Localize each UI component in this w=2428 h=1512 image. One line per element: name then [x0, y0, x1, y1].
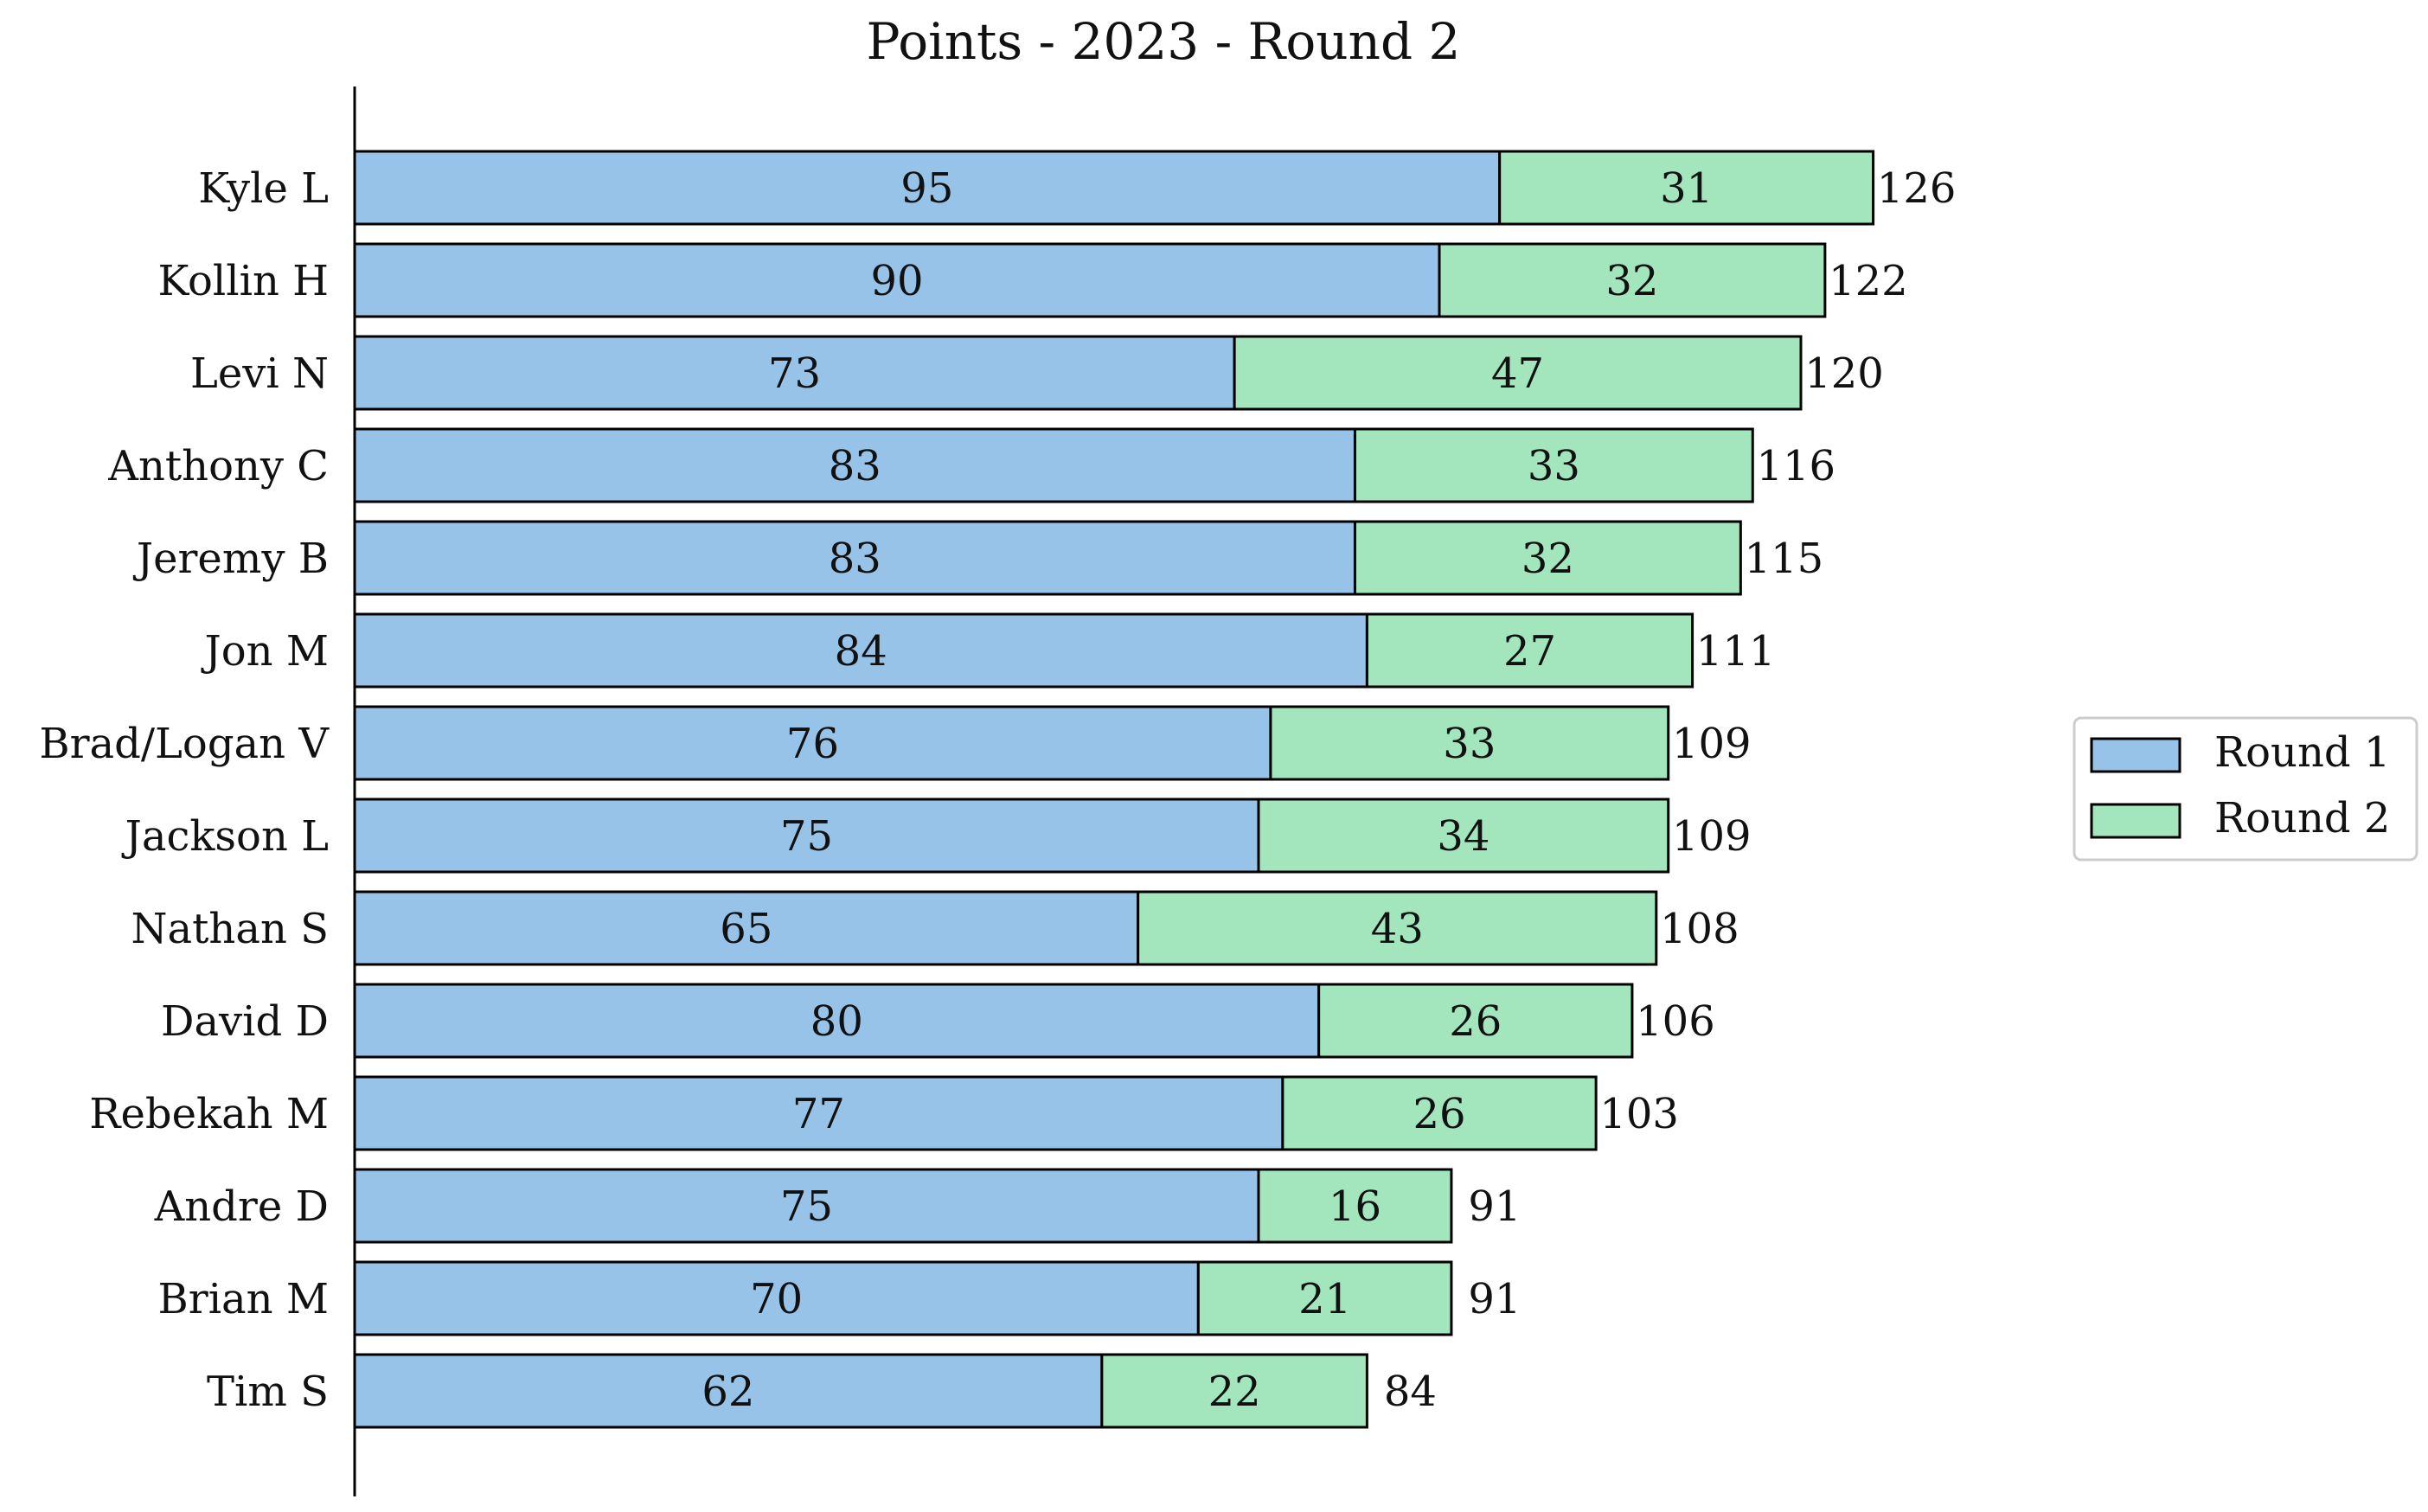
bar-value-label: 27: [1503, 627, 1556, 676]
bar-segment-round-2: [1269, 705, 1670, 781]
bar-value-label: 32: [1522, 535, 1574, 583]
bar-total-label: 91: [1468, 1275, 1521, 1323]
bar-value-label: 65: [720, 905, 772, 953]
chart-title: Points - 2023 - Round 2: [867, 12, 1461, 71]
bar-segment-round-2: [1317, 983, 1634, 1059]
bar-total-label: 115: [1745, 535, 1824, 583]
bar-value-label: 26: [1449, 997, 1502, 1046]
bar-value-label: 32: [1605, 257, 1658, 305]
bar-total-label: 108: [1660, 905, 1739, 953]
bar-segment-round-2: [1257, 798, 1670, 874]
legend-swatch-round-2: [2090, 803, 2181, 839]
bar-segment-round-1: [353, 1168, 1260, 1244]
bar-value-label: 80: [810, 997, 863, 1046]
bar-total-label: 111: [1696, 627, 1776, 676]
category-label: Brian M: [157, 1275, 329, 1323]
bar-total-label: 126: [1877, 164, 1957, 213]
bar-value-label: 83: [829, 535, 881, 583]
bar-value-label: 62: [701, 1368, 754, 1416]
bar-segment-round-2: [1353, 520, 1742, 596]
bar-segment-round-2: [1281, 1075, 1598, 1151]
bar-total-label: 106: [1636, 997, 1715, 1046]
bar-segment-round-2: [1233, 335, 1803, 411]
bar-total-label: 122: [1829, 257, 1908, 305]
bar-total-label: 84: [1384, 1368, 1437, 1416]
category-label: Kollin H: [157, 257, 329, 305]
bar-value-label: 75: [780, 812, 833, 861]
category-label: Tim S: [207, 1368, 329, 1416]
bar-total-label: 109: [1672, 720, 1752, 768]
category-label: Rebekah M: [89, 1090, 329, 1138]
bar-segment-round-2: [1365, 612, 1694, 689]
bar-value-label: 73: [768, 349, 821, 398]
bar-segment-round-1: [353, 427, 1356, 503]
bar-value-label: 33: [1528, 442, 1580, 490]
bar-value-label: 26: [1413, 1090, 1465, 1138]
bar-total-label: 120: [1804, 349, 1884, 398]
legend-label-round-2: Round 2: [2214, 794, 2390, 842]
bar-value-label: 75: [780, 1182, 833, 1231]
bar-segment-round-1: [353, 705, 1272, 781]
bar-value-label: 31: [1660, 164, 1713, 213]
category-label: Nathan S: [131, 905, 330, 953]
bar-segment-round-2: [1137, 890, 1658, 966]
bar-segment-round-2: [1498, 150, 1875, 226]
category-label: David D: [161, 997, 329, 1046]
bar-value-label: 34: [1437, 812, 1489, 861]
bar-value-label: 76: [786, 720, 839, 768]
bar-value-label: 77: [792, 1090, 845, 1138]
bar-segment-round-1: [353, 1075, 1284, 1151]
bar-value-label: 47: [1491, 349, 1544, 398]
bar-segment-round-1: [353, 1260, 1200, 1336]
bar-value-label: 22: [1208, 1368, 1261, 1416]
category-label: Jeremy B: [132, 535, 329, 583]
category-label: Levi N: [190, 349, 329, 398]
bar-value-label: 84: [835, 627, 887, 676]
bar-value-label: 43: [1371, 905, 1424, 953]
bar-value-label: 21: [1298, 1275, 1351, 1323]
bar-value-label: 90: [870, 257, 923, 305]
category-label: Andre D: [154, 1182, 329, 1231]
category-label: Brad/Logan V: [39, 720, 330, 768]
bar-value-label: 70: [750, 1275, 803, 1323]
bar-segment-round-2: [1196, 1260, 1453, 1336]
category-label: Kyle L: [198, 164, 329, 213]
bar-segment-round-1: [353, 983, 1321, 1059]
bar-total-label: 103: [1599, 1090, 1679, 1138]
bar-total-label: 109: [1672, 812, 1752, 861]
bar-segment-round-1: [353, 242, 1441, 318]
bar-value-label: 95: [900, 164, 953, 213]
bar-value-label: 33: [1443, 720, 1496, 768]
bar-segment-round-2: [1257, 1168, 1453, 1244]
bar-segment-round-2: [1438, 242, 1827, 318]
bar-value-label: 83: [829, 442, 881, 490]
bar-segment-round-1: [353, 335, 1236, 411]
legend: Round 1 Round 2: [2072, 716, 2418, 862]
bars-group: Kyle L 95 31 126 Kollin H 90 32 122 Levi N 73 47 12…: [39, 150, 1957, 1429]
legend-label-round-1: Round 1: [2214, 728, 2390, 777]
bar-segment-round-1: [353, 150, 1502, 226]
bar-segment-round-1: [353, 1353, 1104, 1429]
category-label: Jon M: [201, 627, 329, 676]
bar-total-label: 116: [1756, 442, 1835, 490]
bar-segment-round-2: [1353, 427, 1754, 503]
category-label: Jackson L: [121, 812, 329, 861]
bar-total-label: 91: [1468, 1182, 1521, 1231]
bar-value-label: 16: [1329, 1182, 1381, 1231]
category-label: Anthony C: [107, 442, 329, 490]
legend-swatch-round-1: [2090, 737, 2181, 773]
bar-segment-round-2: [1100, 1353, 1368, 1429]
